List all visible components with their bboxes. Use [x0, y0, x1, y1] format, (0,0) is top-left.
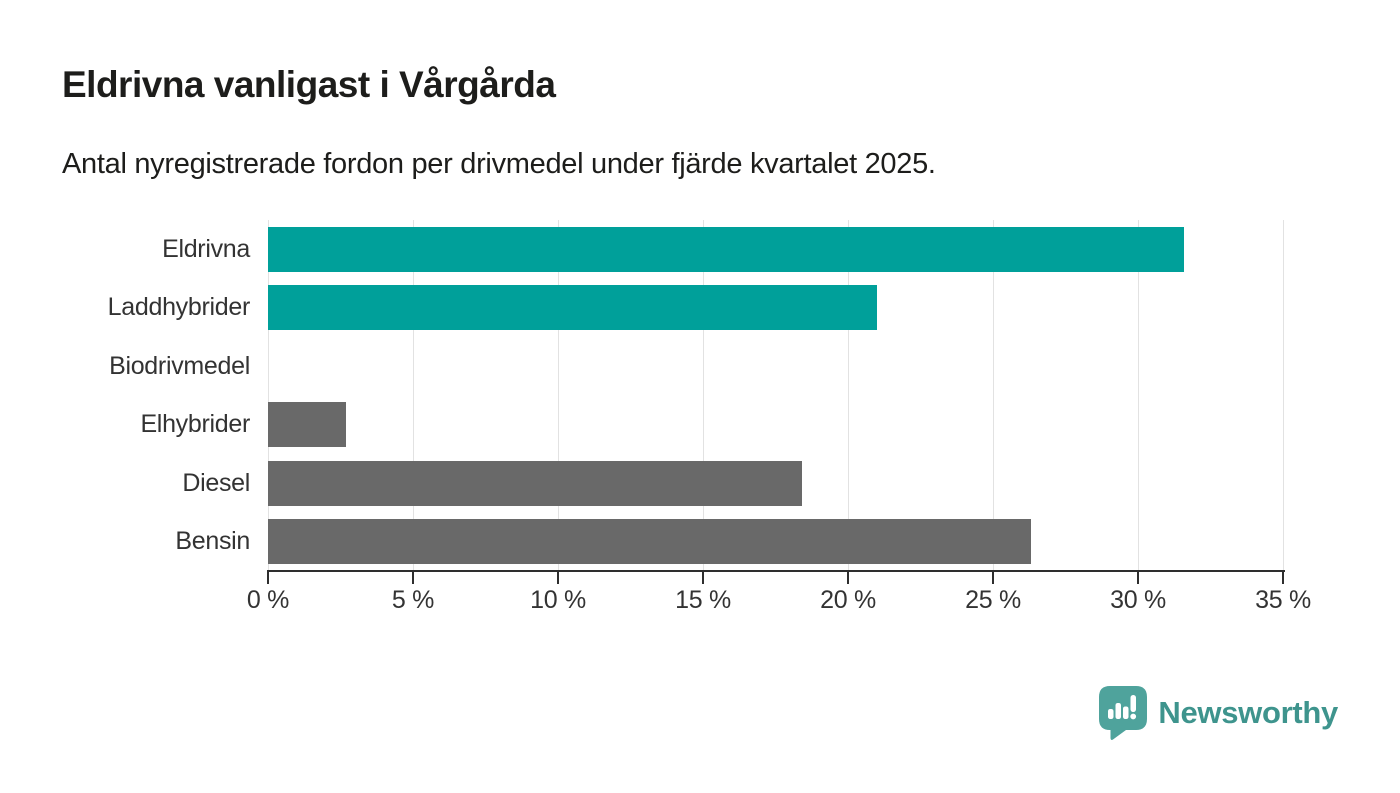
- x-tick-label-30: 30 %: [1110, 586, 1166, 614]
- category-label-bensin: Bensin: [175, 527, 250, 556]
- logo-exclamation-stem: [1130, 695, 1137, 712]
- x-tick-label-10: 10 %: [530, 586, 586, 614]
- x-tick-5: [412, 570, 414, 584]
- x-tick-30: [1137, 570, 1139, 584]
- category-label-elhybrider: Elhybrider: [140, 410, 250, 439]
- logo-bar-2: [1115, 703, 1122, 719]
- gridline-20: [848, 220, 849, 571]
- category-label-diesel: Diesel: [182, 468, 250, 497]
- logo-exclamation-dot: [1130, 713, 1137, 720]
- x-tick-label-25: 25 %: [965, 586, 1021, 614]
- newsworthy-logo-icon: [1099, 686, 1148, 740]
- category-axis-labels: Eldrivna Laddhybrider Biodrivmedel Elhybrid…: [0, 220, 251, 571]
- bar-laddhybrider: [268, 285, 877, 331]
- x-tick-label-20: 20 %: [820, 586, 876, 614]
- brand-logo: Newsworthy: [1099, 686, 1338, 740]
- category-label-laddhybrider: Laddhybrider: [107, 293, 251, 322]
- chart-title: Eldrivna vanligast i Vårgårda: [62, 64, 556, 105]
- bar-diesel: [268, 460, 802, 506]
- x-tick-15: [702, 570, 704, 584]
- x-tick-20: [847, 570, 849, 584]
- x-tick-10: [557, 570, 559, 584]
- gridline-5: [413, 220, 414, 571]
- x-tick-label-15: 15 %: [675, 586, 731, 614]
- gridline-30: [1138, 220, 1139, 571]
- plot-area: [268, 220, 1284, 571]
- x-axis-line: [268, 570, 1285, 572]
- x-tick-35: [1282, 570, 1284, 584]
- gridline-25: [993, 220, 994, 571]
- bar-eldrivna: [268, 226, 1185, 272]
- gridline-35: [1283, 220, 1284, 571]
- bar-bensin: [268, 519, 1031, 565]
- x-tick-label-35: 35 %: [1255, 586, 1311, 614]
- x-tick-25: [992, 570, 994, 584]
- x-tick-0: [267, 570, 269, 584]
- category-label-eldrivna: Eldrivna: [162, 234, 250, 263]
- brand-name: Newsworthy: [1158, 695, 1338, 730]
- chart-subtitle: Antal nyregistrerade fordon per drivmede…: [62, 148, 936, 180]
- gridline-10: [558, 220, 559, 571]
- gridline-0: [268, 220, 269, 571]
- x-tick-label-5: 5 %: [391, 586, 435, 614]
- gridline-15: [703, 220, 704, 571]
- category-label-biodrivmedel: Biodrivmedel: [109, 351, 250, 380]
- x-tick-label-0: 0 %: [246, 586, 290, 614]
- logo-bar-3: [1123, 706, 1129, 719]
- bar-elhybrider: [268, 402, 347, 448]
- logo-bar-1: [1108, 709, 1114, 719]
